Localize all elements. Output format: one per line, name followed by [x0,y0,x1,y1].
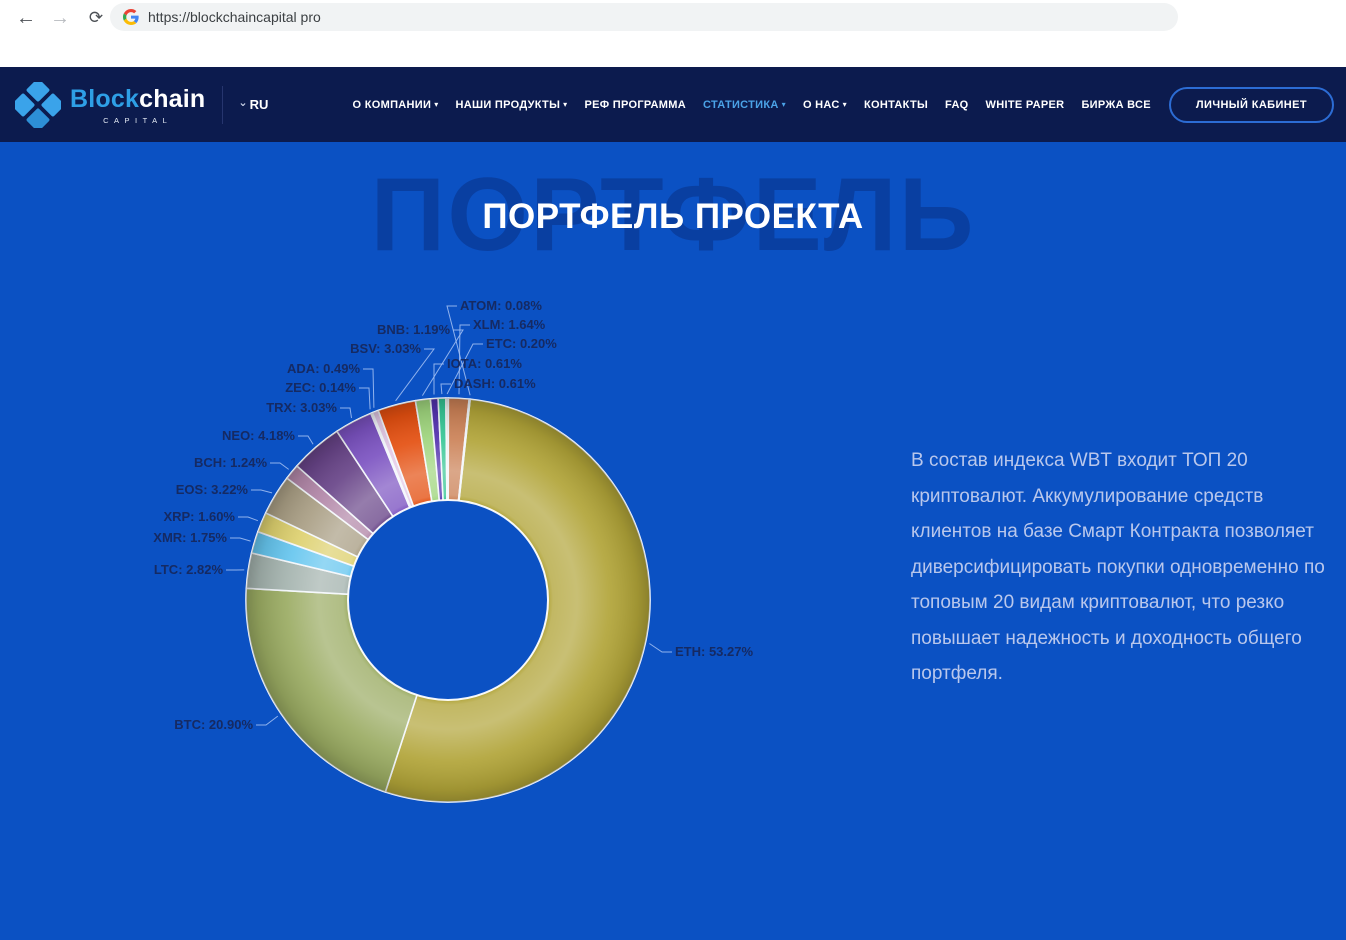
nav-item-6[interactable]: FAQ [945,98,969,111]
leader-line-BTC [256,715,279,726]
header-divider [222,85,224,124]
nav-item-3[interactable]: СТАТИСТИКА ▾ [702,98,786,111]
language-label: RU [249,97,269,112]
nav-item-8[interactable]: БИРЖА ВСЕ [1081,98,1151,111]
browser-refresh-icon[interactable]: ⟳ [88,8,104,27]
slice-label-BSV: BSV: 3.03% [350,341,421,356]
leader-line-ATOM [446,305,471,396]
slice-label-IOTA: IOTA: 0.61% [447,356,522,371]
slice-label-ETH: ETH: 53.27% [675,644,754,659]
logo-text: Blockchain CAPITAL [70,85,205,125]
leader-line-ETC [446,343,483,395]
browser-forward-icon[interactable]: → [50,7,70,29]
address-bar[interactable]: https://blockchaincapital pro [110,3,1178,31]
main-nav: О КОМПАНИИ ▾ НАШИ ПРОДУКТЫ ▾ РЕФ ПРОГРАММА СТ… [353,99,1151,111]
slice-label-ZEC: ZEC: 0.14% [285,380,356,395]
caret-down-icon: ▾ [781,99,786,109]
chevron-down-icon: ⌄ [238,97,248,109]
slice-label-ETC: ETC: 0.20% [486,336,557,351]
slice-label-TRX: TRX: 3.03% [266,400,337,415]
nav-item-5[interactable]: КОНТАКТЫ [863,98,929,111]
caret-down-icon: ▾ [842,99,847,109]
logo-subtitle: CAPITAL [103,115,173,125]
logo-part-chain: chain [139,84,206,113]
slice-label-LTC: LTC: 2.82% [153,562,223,577]
logo-part-block: Block [70,84,140,113]
slice-label-NEO: NEO: 4.18% [222,428,295,443]
leader-line-XMR [230,537,251,542]
nav-item-2[interactable]: РЕФ ПРОГРАММА [584,98,686,111]
leader-line-ZEC [359,387,371,410]
description-text: В состав индекса WBT входит ТОП 20 крипт… [911,450,1325,684]
slice-label-BNB: BNB: 1.19% [377,322,450,337]
leader-line-TRX [340,407,352,419]
leader-line-NEO [298,435,314,445]
slice-label-BCH: BCH: 1.24% [194,455,267,470]
slice-label-DASH: DASH: 0.61% [454,376,536,391]
caret-down-icon: ▾ [434,99,439,109]
slice-label-XMR: XMR: 1.75% [153,530,227,545]
nav-item-0[interactable]: О КОМПАНИИ ▾ [352,98,439,111]
leader-line-IOTA [433,363,444,395]
browser-back-icon[interactable]: ← [16,7,36,29]
leader-line-BSV [395,348,435,402]
caret-down-icon: ▾ [563,99,568,109]
nav-item-1[interactable]: НАШИ ПРОДУКТЫ ▾ [455,98,568,111]
slice-label-BTC: BTC: 20.90% [174,717,253,732]
slice-label-ADA: ADA: 0.49% [287,361,360,376]
browser-toolbar: ← → ⟳ https://blockchaincapital pro [0,0,1346,67]
slice-label-XLM: XLM: 1.64% [473,317,546,332]
site-logo[interactable]: Blockchain CAPITAL [15,81,205,128]
page-title: ПОРТФЕЛЬ ПРОЕКТА [482,197,864,236]
leader-line-BNB [421,329,464,396]
nav-item-4[interactable]: О НАС ▾ [802,98,847,111]
url-text: https://blockchaincapital pro [148,9,321,25]
nav-item-7[interactable]: WHITE PAPER [985,98,1065,111]
language-selector[interactable]: ⌄ RU [238,97,268,112]
leader-line-XLM [458,324,470,395]
leader-line-BCH [270,462,289,470]
slice-label-XRP: XRP: 1.60% [163,509,235,524]
google-icon [123,9,139,25]
leader-line-XRP [238,516,259,522]
site-header: Blockchain CAPITAL ⌄ RU О КОМПАНИИ ▾ НАШИ … [0,67,1346,142]
donut-hole [347,499,549,701]
leader-line-ETH [649,643,672,653]
content-section: ПОРТФЕЛЬ ПОРТФЕЛЬ ПРОЕКТА ETH: 53.27% BTC… [0,142,1346,940]
leader-line-EOS [251,489,273,494]
slice-label-EOS: EOS: 3.22% [175,482,248,497]
slice-label-ATOM: ATOM: 0.08% [460,298,542,313]
leader-line-DASH [440,383,451,395]
leader-line-ADA [363,368,375,408]
account-button[interactable]: ЛИЧНЫЙ КАБИНЕТ [1168,86,1334,123]
logo-diamonds-icon [15,81,61,128]
